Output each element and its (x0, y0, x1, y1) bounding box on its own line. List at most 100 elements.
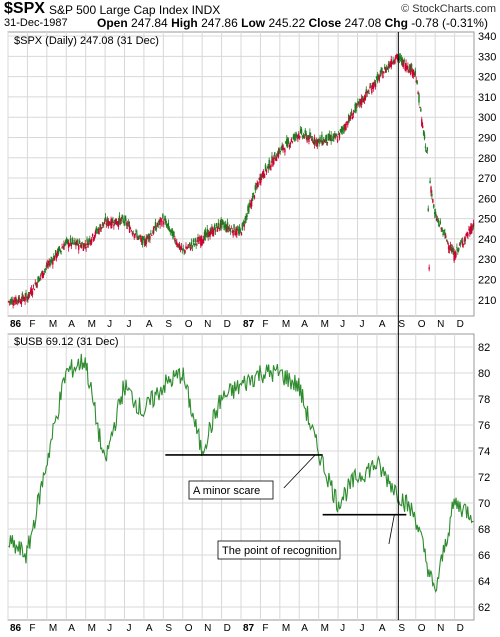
price-candle-body (116, 221, 119, 225)
price-y-tick-label: 240 (478, 234, 496, 246)
price-candle-body (454, 251, 456, 260)
price-candle-body (15, 297, 17, 305)
price-candle-body (232, 230, 234, 236)
minor-scare-pointer (283, 454, 316, 489)
price-candle-body (379, 73, 381, 77)
price-candle-body (85, 246, 87, 248)
price-candle-body (282, 145, 284, 150)
price-candle-body (208, 231, 210, 237)
bond-y-tick-label: 72 (478, 472, 490, 484)
price-candle-body (93, 235, 96, 240)
price-candle-body (76, 241, 78, 245)
price-candle-body (272, 160, 274, 167)
price-candle-body (301, 135, 304, 138)
price-candle-body (251, 195, 254, 201)
price-candle-body (329, 138, 331, 140)
price-candle-body (201, 239, 204, 244)
price-x-tick-label: A (301, 319, 308, 330)
price-candle-body (203, 232, 206, 240)
price-candle-body (311, 138, 313, 141)
price-candle-body (374, 83, 377, 88)
price-candle-body (310, 136, 312, 138)
price-candle-body (334, 133, 336, 136)
price-candle-body (172, 232, 174, 239)
price-x-tick-label: N (204, 319, 211, 330)
price-candle-body (465, 233, 467, 236)
price-candle-body (415, 80, 417, 83)
price-x-tick-label: M (321, 319, 329, 330)
minor-scare-label: A minor scare (193, 485, 260, 497)
price-candle-body (224, 224, 226, 228)
bond-x-tick-label: A (68, 623, 75, 634)
price-candle-body (362, 98, 365, 103)
price-candle-body (319, 136, 321, 141)
price-candle-body (65, 240, 67, 244)
price-candle-body (18, 298, 21, 300)
price-candle-body (100, 227, 102, 232)
price-candle-body (333, 133, 335, 139)
price-candle-body (290, 139, 293, 142)
price-candle-body (249, 203, 251, 207)
price-candle-body (64, 243, 66, 246)
price-candle-body (293, 134, 295, 141)
price-candle-body (388, 64, 391, 67)
price-candle-body (87, 242, 89, 248)
price-candle-body (237, 229, 239, 231)
price-candle-body (157, 224, 159, 226)
price-candle-body (309, 132, 311, 139)
price-candle-body (335, 134, 338, 137)
price-candle-body (17, 297, 20, 303)
price-candle-body (113, 224, 115, 227)
price-candle-body (418, 93, 420, 103)
price-x-tick-label: J (107, 319, 112, 330)
price-candle-body (13, 300, 15, 306)
price-candle-body (220, 219, 222, 228)
price-x-tick-label: M (88, 319, 96, 330)
price-candle-body (10, 299, 12, 304)
price-candle-body (152, 232, 154, 234)
price-candle-body (189, 247, 192, 251)
price-candle-body (364, 95, 367, 101)
price-candle-body (438, 225, 441, 227)
price-candle-body (56, 250, 59, 256)
price-candle-body (340, 128, 343, 133)
price-candle-body (115, 218, 117, 225)
price-candle-body (29, 292, 31, 294)
price-candle-body (283, 148, 285, 150)
price-candle-body (153, 226, 156, 228)
price-candle-body (441, 227, 443, 231)
bond-x-tick-label: M (282, 623, 290, 634)
bond-x-tick-label: O (185, 623, 193, 634)
price-candle-body (119, 218, 122, 224)
price-candle-body (130, 230, 133, 232)
price-candle-body (244, 217, 246, 223)
price-candle-body (287, 141, 290, 143)
price-candle-body (61, 247, 63, 249)
price-candle-body (92, 237, 95, 241)
price-candle-body (213, 229, 215, 235)
price-candle-body (345, 124, 347, 131)
bond-y-tick-label: 76 (478, 420, 490, 432)
price-candle-body (53, 256, 56, 261)
price-candle-body (187, 246, 189, 248)
price-candle-body (341, 126, 343, 132)
price-candle-body (138, 235, 140, 237)
price-candle-body (404, 64, 406, 71)
bond-y-tick-label: 64 (478, 576, 490, 588)
minor-scare-box (188, 480, 274, 500)
bond-x-tick-label: M (321, 623, 329, 634)
price-candle-body (258, 178, 260, 180)
price-candle-body (358, 101, 360, 104)
price-candle-body (212, 229, 214, 236)
price-candle-body (29, 289, 32, 293)
price-candle-body (421, 119, 423, 126)
price-candle-body (360, 100, 362, 104)
ohlc-readout: Open 247.84 High 247.86 Low 245.22 Close… (97, 16, 500, 44)
price-candle-body (361, 96, 364, 101)
price-candle-body (351, 116, 354, 120)
price-candle-body (352, 112, 355, 115)
price-candle-body (429, 180, 431, 183)
price-candle-body (182, 248, 184, 250)
price-candle-body (128, 225, 131, 233)
price-candle-body (410, 64, 413, 71)
